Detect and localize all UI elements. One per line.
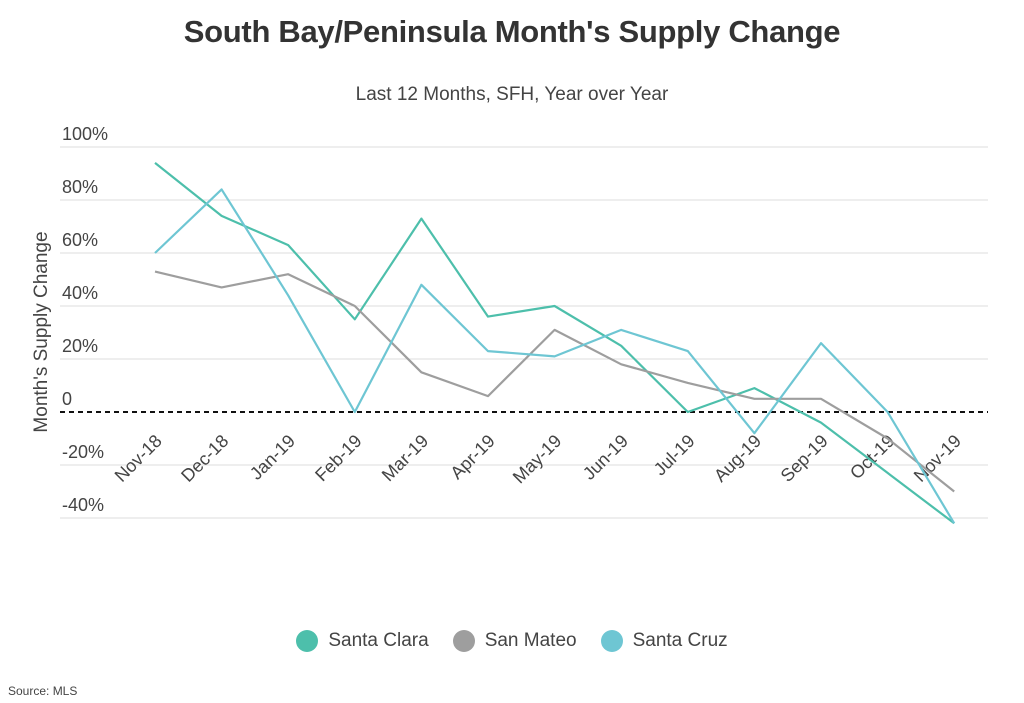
legend-label: San Mateo [484, 630, 577, 651]
legend-swatch [600, 630, 623, 652]
legend-item-san-mateo: San Mateo [452, 630, 577, 652]
x-tick-label: Sep-19 [777, 431, 832, 486]
x-tick-label: Aug-19 [710, 431, 765, 486]
x-tick-label: Dec-18 [177, 431, 232, 486]
series-line-san-mateo [154, 270, 955, 493]
x-tick-label: Mar-19 [378, 431, 432, 485]
x-tick-label: Jun-19 [579, 431, 632, 484]
y-tick-label: 60% [62, 230, 98, 250]
x-tick-label: Nov-18 [111, 431, 166, 486]
series-line-santa-cruz [154, 188, 956, 524]
legend-label: Santa Cruz [632, 630, 728, 651]
legend-swatch [296, 630, 319, 652]
legend: Santa Clara San Mateo Santa Cruz [0, 630, 1024, 652]
series-line-santa-clara [154, 162, 955, 525]
legend-swatch [452, 630, 475, 652]
series-lines [154, 162, 956, 525]
x-tick-label: May-19 [509, 431, 566, 488]
y-tick-label: -40% [62, 495, 104, 515]
y-axis-ticks: 100% 80% 60% 40% 20% 0 -20% -40% [62, 124, 108, 515]
legend-item-santa-cruz: Santa Cruz [600, 630, 728, 652]
x-axis-ticks: Nov-18 Dec-18 Jan-19 Feb-19 Mar-19 Apr-19 May-… [111, 431, 965, 488]
legend-label: Santa Clara [328, 630, 429, 651]
chart-subtitle: Last 12 Months, SFH, Year over Year [355, 84, 669, 105]
y-tick-label: 0 [62, 389, 72, 409]
y-tick-label: 80% [62, 177, 98, 197]
x-tick-label: Jul-19 [650, 431, 699, 480]
x-tick-label: Apr-19 [446, 431, 498, 483]
line-chart: 100% 80% 60% 40% 20% 0 -20% -40% Nov-18 Dec-18 Ja… [31, 124, 988, 525]
y-tick-label: -20% [62, 442, 104, 462]
y-tick-label: 20% [62, 336, 98, 356]
x-tick-label: Jan-19 [246, 431, 299, 484]
x-tick-label: Feb-19 [311, 431, 365, 485]
y-tick-label: 100% [62, 124, 108, 144]
y-tick-label: 40% [62, 283, 98, 303]
gridlines [60, 146, 988, 519]
source-note: Source: MLS [8, 684, 78, 698]
chart-title: South Bay/Peninsula Month's Supply Chang… [183, 14, 841, 49]
legend-item-santa-clara: Santa Clara [296, 630, 429, 652]
y-axis-title: Month's Supply Change [31, 231, 52, 432]
